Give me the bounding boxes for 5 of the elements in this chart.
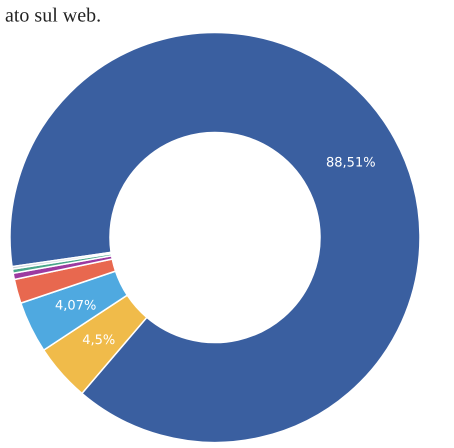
donut-slice — [9, 32, 420, 443]
text: ato sul web. — [5, 4, 102, 26]
data-label: 4,07% — [55, 298, 96, 314]
data-label: 88,51% — [326, 156, 376, 171]
data-label: 4,5% — [82, 333, 116, 348]
